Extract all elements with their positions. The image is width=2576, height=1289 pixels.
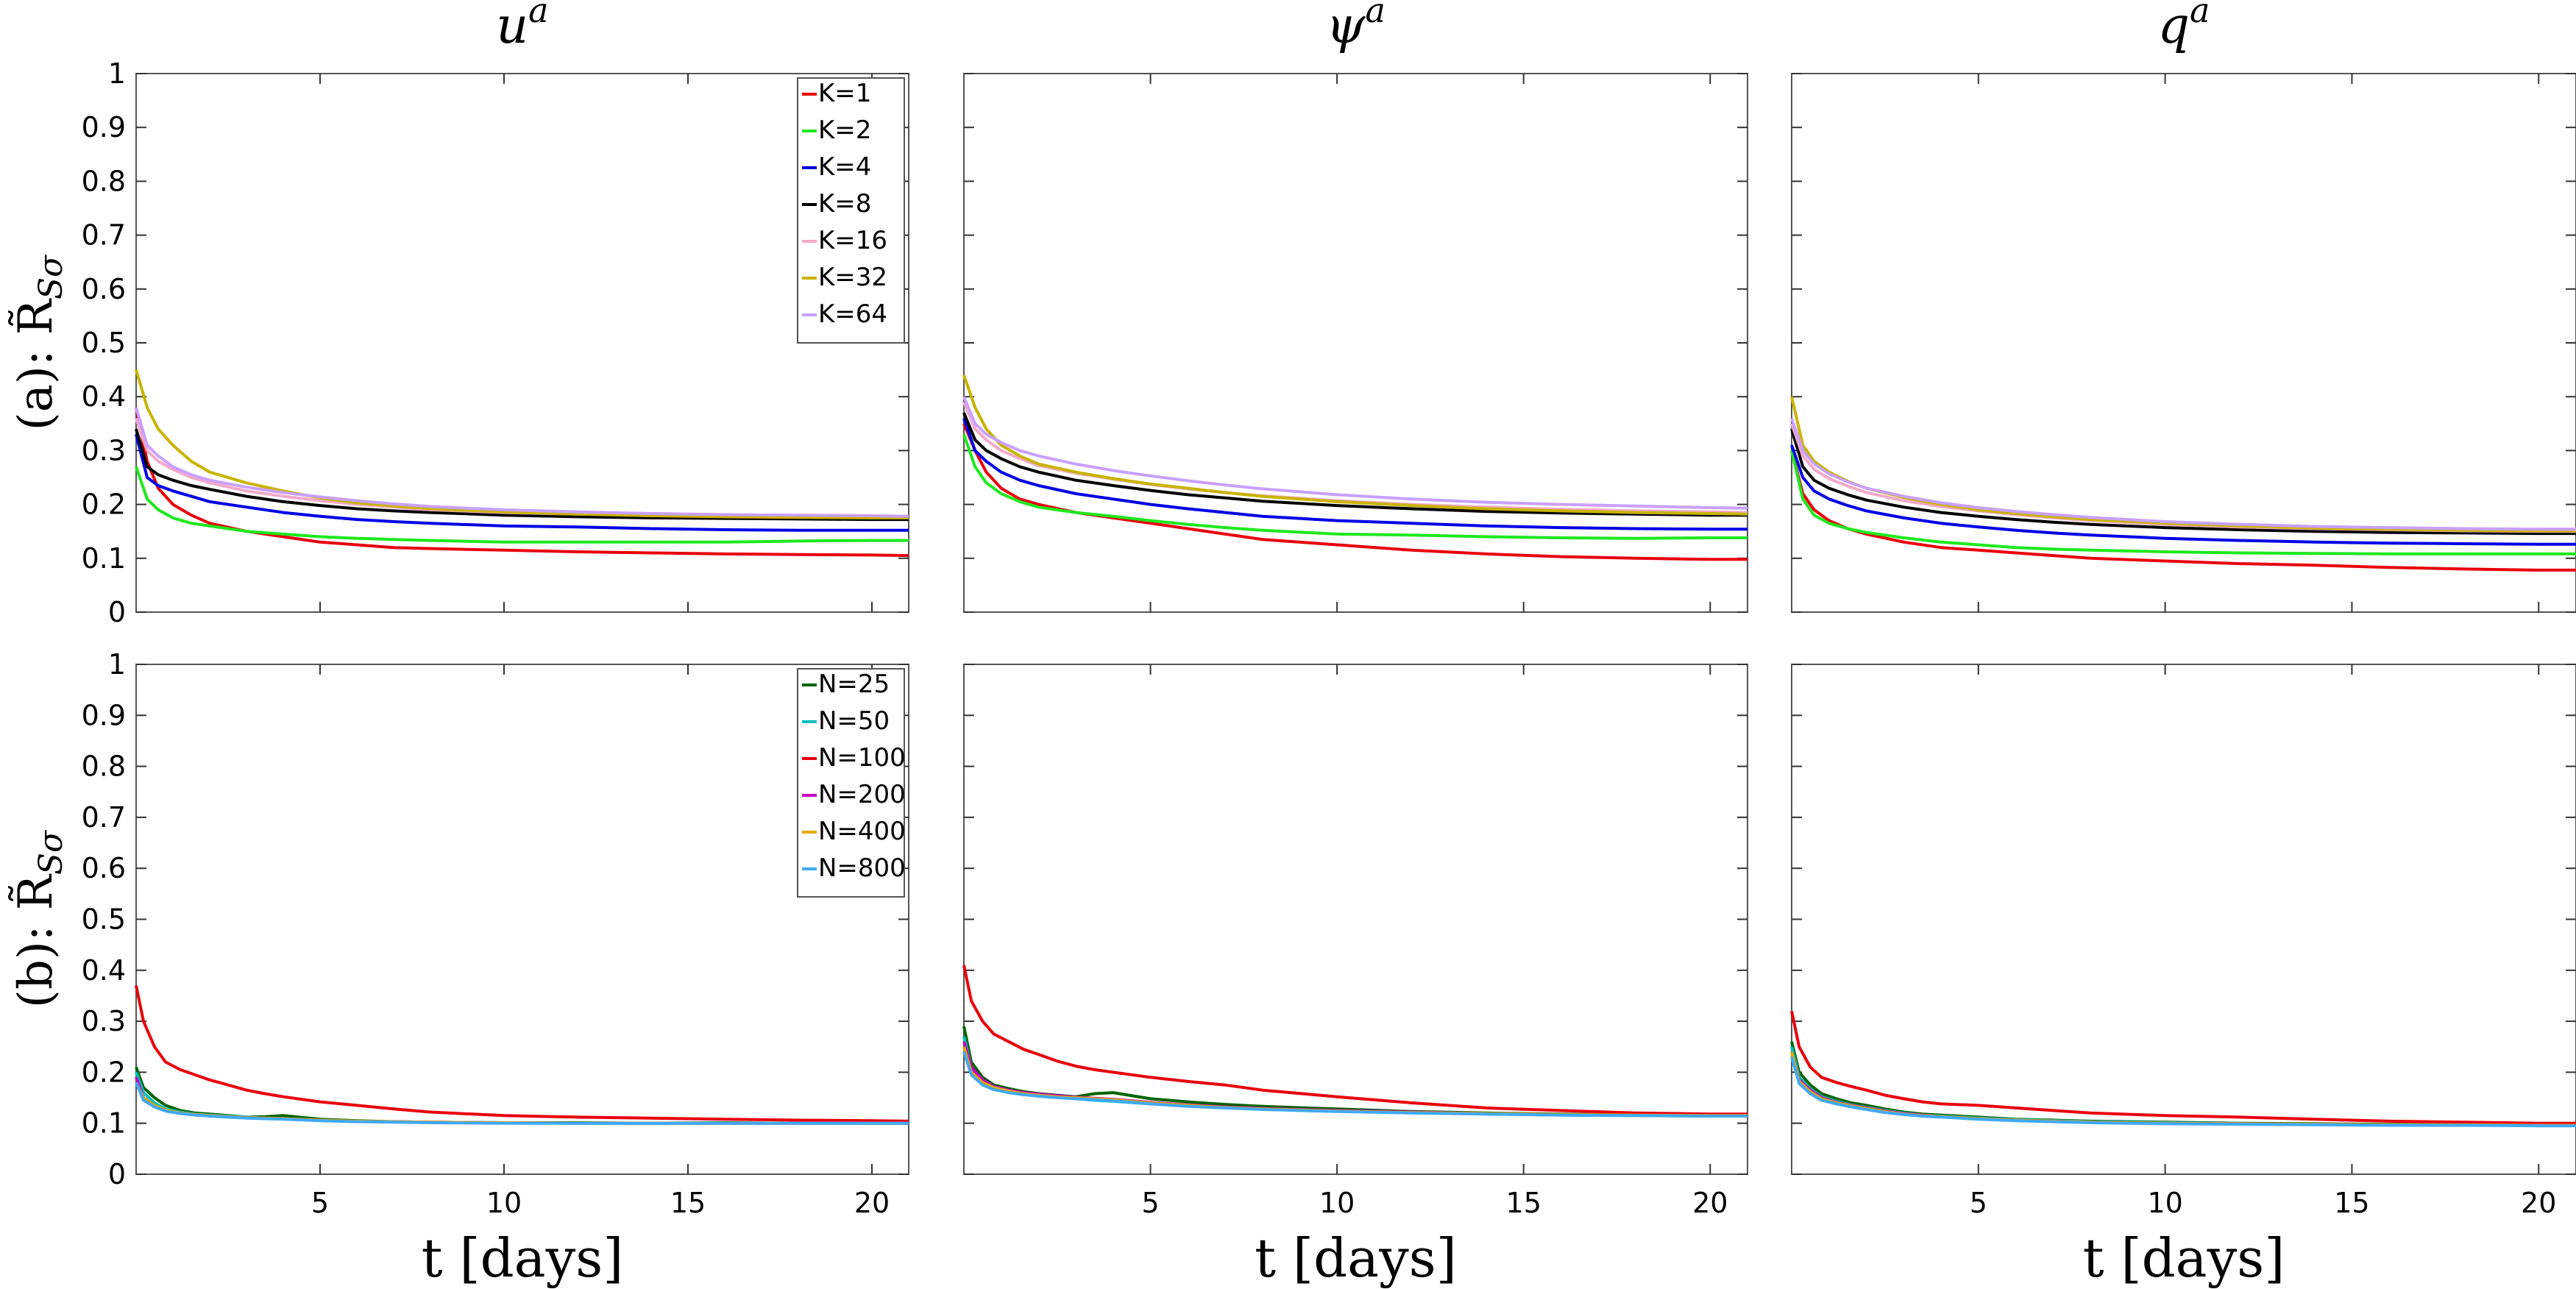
chart-b2-xlabel: t [days] xyxy=(1255,1227,1457,1289)
chart-a1-ytick-label: 0.6 xyxy=(82,273,126,305)
chart-b2-xtick-label: 20 xyxy=(1692,1187,1728,1219)
chart-b2-xtick-label: 15 xyxy=(1506,1187,1541,1219)
chart-a1-series-k-2 xyxy=(135,466,909,544)
chart-b3-series-n-100 xyxy=(1790,1010,2576,1125)
chart-a2-series-k-8 xyxy=(962,412,1748,517)
chart-b1-ytick-label: 0.2 xyxy=(82,1056,126,1088)
chart-a1-ylabel-subscript: Sσ xyxy=(32,254,70,299)
chart-a1-title: ua xyxy=(496,0,548,55)
chart-a3-series-k-2 xyxy=(1790,450,2576,555)
chart-a1-ytick-label: 1 xyxy=(108,57,126,90)
chart-a2-axes-frame xyxy=(963,73,1748,613)
chart-a3-series-k-1 xyxy=(1790,450,2576,572)
chart-a1-ytick-label: 0.1 xyxy=(82,542,126,575)
chart-b2-xtick-label: 10 xyxy=(1319,1187,1355,1219)
chart-b1-ytick-label: 0.8 xyxy=(82,750,126,783)
chart-b2-series-n-100 xyxy=(962,965,1748,1116)
chart-b1-xtick-label: 5 xyxy=(311,1187,329,1219)
chart-b1-ytick-label: 1 xyxy=(108,648,126,681)
chart-b2: 5 10 15 20 t [days] xyxy=(962,664,1748,1289)
chart-b1-xtick-label: 15 xyxy=(670,1187,706,1219)
chart-b1-ytick-label: 0.1 xyxy=(82,1107,126,1140)
chart-a1-ytick-label: 0.4 xyxy=(82,380,126,413)
chart-a1: 0 0.1 0.2 0.3 0.4 0.5 0.6 0.7 0.8 0.9 1 ua (a): R̃Sσ… xyxy=(8,0,909,628)
chart-a1-ytick-label: 0 xyxy=(108,596,126,628)
chart-b1-legend-label: N=200 xyxy=(818,780,906,809)
chart-a2-series-k-1 xyxy=(962,423,1748,561)
chart-a1-title-superscript: a xyxy=(528,0,548,30)
chart-b1-ytick-label: 0 xyxy=(108,1158,126,1190)
chart-a1-series-k-1 xyxy=(135,407,909,558)
chart-a2-series-k-32 xyxy=(962,374,1748,516)
chart-a2-series-k-2 xyxy=(962,433,1748,540)
chart-b1-legend-label: N=100 xyxy=(818,743,906,773)
chart-a1-axes-frame xyxy=(135,73,909,613)
chart-a1-ytick-label: 0.8 xyxy=(82,165,126,197)
chart-a1-legend-label: K=8 xyxy=(818,189,871,219)
chart-b3-xtick-label: 20 xyxy=(2521,1187,2556,1219)
chart-b3-xtick-label: 10 xyxy=(2147,1187,2182,1219)
chart-b1-axes-frame xyxy=(135,664,909,1175)
chart-a1-series-k-32 xyxy=(135,369,909,519)
chart-a1-ytick-label: 0.7 xyxy=(82,219,126,252)
chart-a1-series-k-8 xyxy=(135,428,909,522)
chart-a1-legend-box xyxy=(797,77,905,344)
chart-b1-legend-label: N=400 xyxy=(818,817,906,846)
chart-b1-ytick-label: 0.5 xyxy=(82,903,126,936)
chart-b1-series-n-100 xyxy=(135,985,909,1123)
chart-a1-legend-label: K=1 xyxy=(818,79,871,108)
chart-a3-series-k-8 xyxy=(1790,428,2576,536)
chart-b3-series-n-800 xyxy=(1790,1057,2576,1128)
chart-b2-series-n-800 xyxy=(962,1051,1748,1118)
chart-a2-title-superscript: a xyxy=(1365,0,1385,30)
chart-a3: qa xyxy=(1790,0,2576,613)
chart-b1-legend: N=25 N=50 N=100 N=200 N=400 N=800 xyxy=(797,668,906,898)
chart-b1-ytick-label: 0.9 xyxy=(82,699,126,731)
chart-a2-title: ψa xyxy=(1326,0,1385,55)
chart-a1-legend-label: K=32 xyxy=(818,263,887,292)
chart-b1-ytick-label: 0.3 xyxy=(82,1005,126,1037)
chart-a1-series-k-64 xyxy=(135,407,909,518)
chart-a1-series-k-4 xyxy=(135,433,909,532)
chart-b1-legend-label: N=800 xyxy=(818,853,906,883)
chart-a1-ylabel: (a): R̃Sσ xyxy=(8,254,70,430)
chart-a1-ytick-label: 0.5 xyxy=(82,327,126,359)
chart-b1-legend-label: N=50 xyxy=(818,706,890,736)
chart-a1-ytick-label: 0.3 xyxy=(82,434,126,466)
chart-b1-series-n-800 xyxy=(135,1082,909,1125)
chart-b3-xlabel: t [days] xyxy=(2083,1227,2285,1289)
chart-a1-ytick-label: 0.9 xyxy=(82,111,126,143)
chart-a1-legend-label: K=4 xyxy=(818,152,871,182)
chart-a1-legend-label: K=64 xyxy=(818,299,887,329)
chart-b3-xtick-label: 15 xyxy=(2334,1187,2369,1219)
chart-b3-axes-frame xyxy=(1791,664,2576,1175)
chart-b2-axes-frame xyxy=(963,664,1748,1175)
chart-b1-legend-box xyxy=(797,668,905,898)
chart-a1-legend-label: K=16 xyxy=(818,226,887,255)
chart-b1-ytick-label: 0.4 xyxy=(82,954,126,987)
chart-b1: 00.10.20.30.40.50.60.70.80.915 10 15 20(b):… xyxy=(8,648,909,1289)
chart-b1-ylabel-subscript: Sσ xyxy=(32,829,70,875)
chart-a1-legend-label: K=2 xyxy=(818,116,871,145)
chart-a3-series-k-64 xyxy=(1790,417,2576,531)
chart-a3-series-k-4 xyxy=(1790,444,2576,546)
chart-a1-ytick-label: 0.2 xyxy=(82,489,126,521)
chart-a2-series-k-64 xyxy=(962,396,1748,510)
chart-b1-legend-label: N=25 xyxy=(818,670,890,699)
chart-a2: ψa xyxy=(962,0,1748,613)
chart-b1-ytick-label: 0.7 xyxy=(82,801,126,834)
chart-b1-ytick-label: 0.6 xyxy=(82,852,126,884)
chart-a1-legend: K=1 K=2 K=4 K=8 K=16 K=32 K=64 xyxy=(797,77,905,344)
chart-b3-xtick-label: 5 xyxy=(1970,1187,1987,1219)
chart-b1-xtick-label: 10 xyxy=(486,1187,522,1219)
chart-a3-title-superscript: a xyxy=(2190,0,2210,30)
chart-b1-xtick-label: 20 xyxy=(854,1187,890,1219)
chart-b1-xlabel: t [days] xyxy=(422,1227,624,1289)
chart-a2-series-k-4 xyxy=(962,417,1748,531)
chart-a3-title: qa xyxy=(2158,0,2210,55)
chart-b2-xtick-label: 5 xyxy=(1141,1187,1159,1219)
chart-b3: 5 10 15 20 t [days] xyxy=(1790,664,2576,1289)
chart-b1-ylabel: (b): R̃Sσ xyxy=(8,829,70,1008)
